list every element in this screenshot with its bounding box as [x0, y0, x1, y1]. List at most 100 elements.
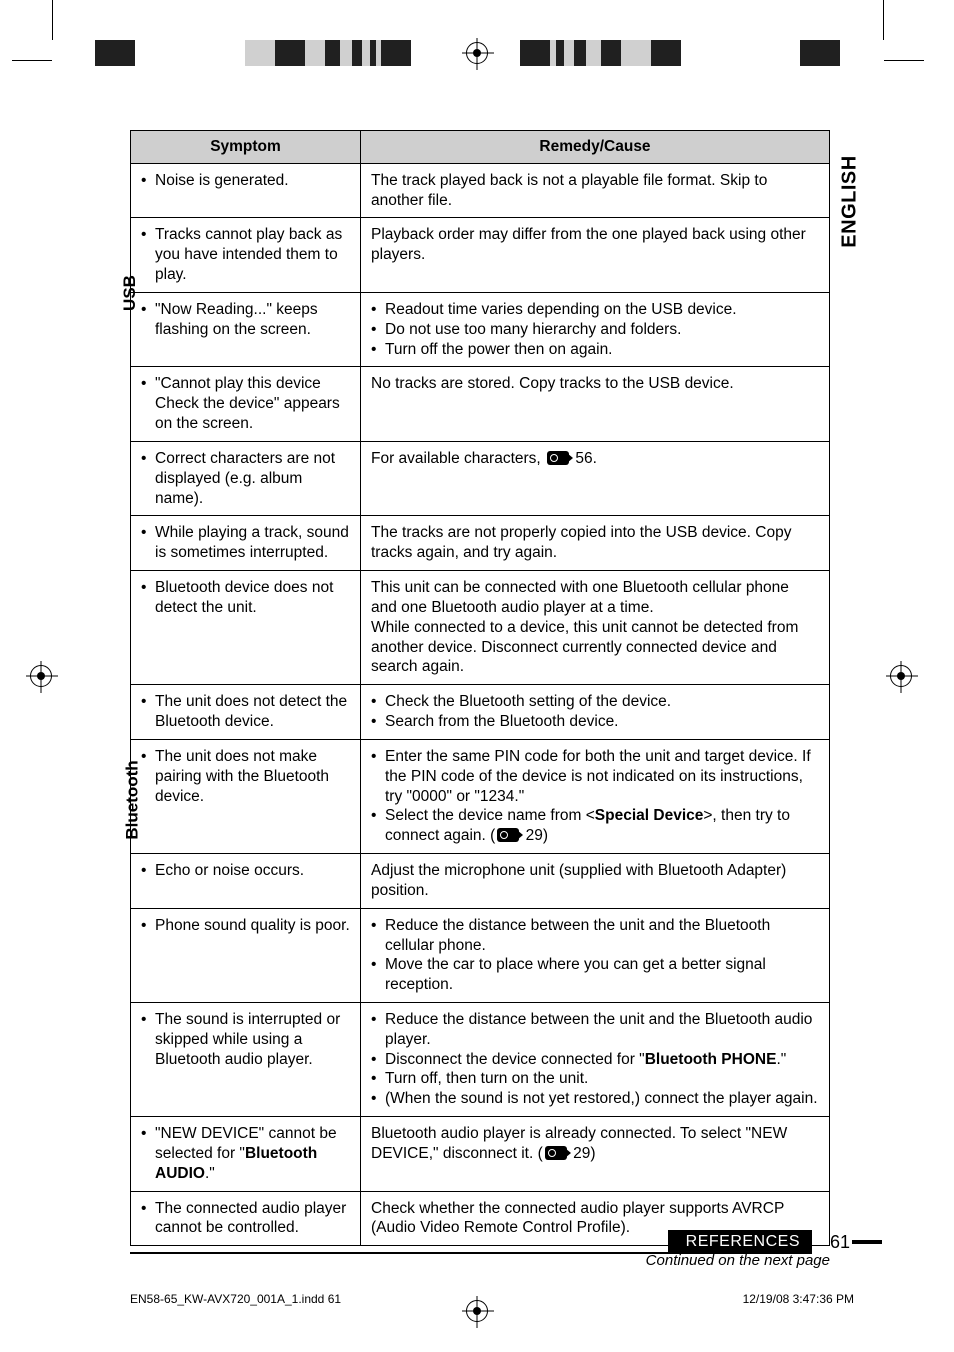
symptom-cell: Noise is generated. — [131, 163, 361, 218]
decor-block — [381, 40, 411, 66]
remedy-item: Do not use too many hierarchy and folder… — [371, 320, 819, 340]
table-row: "Now Reading..." keeps flashing on the s… — [131, 292, 830, 366]
remedy-item: Reduce the distance between the unit and… — [371, 916, 819, 956]
symptom-cell: "NEW DEVICE" cannot be selected for "Blu… — [131, 1117, 361, 1191]
crop-mark — [12, 60, 52, 61]
symptom-cell: The unit does not detect the Bluetooth d… — [131, 685, 361, 740]
remedy-cell: Reduce the distance between the unit and… — [361, 1002, 830, 1116]
decor-block — [305, 40, 325, 66]
remedy-item: Turn off the power then on again. — [371, 340, 819, 360]
registration-target-icon — [890, 665, 912, 687]
remedy-item: Readout time varies depending on the USB… — [371, 300, 819, 320]
table-row: Bluetooth device does not detect the uni… — [131, 571, 830, 685]
remedy-cell: Adjust the microphone unit (supplied wit… — [361, 854, 830, 909]
table-row: Phone sound quality is poor. Reduce the d… — [131, 908, 830, 1002]
symptom-cell: "Now Reading..." keeps flashing on the s… — [131, 292, 361, 366]
remedy-item: Search from the Bluetooth device. — [371, 712, 819, 732]
continued-note: Continued on the next page — [130, 1252, 830, 1269]
decor-block — [245, 40, 275, 66]
table-row: Noise is generated. The track played back… — [131, 163, 830, 218]
footer-stub — [852, 1240, 882, 1244]
table-row: While playing a track, sound is sometime… — [131, 516, 830, 571]
table-row: Correct characters are not displayed (e.… — [131, 441, 830, 515]
header-symptom: Symptom — [131, 131, 361, 164]
decor-block — [340, 40, 352, 66]
decor-block — [556, 40, 564, 66]
decor-block — [621, 40, 651, 66]
decor-block — [95, 40, 135, 66]
decor-block — [651, 40, 681, 66]
crop-mark — [883, 0, 884, 40]
reference-icon — [545, 1146, 567, 1160]
symptom-item: Bluetooth device does not detect the uni… — [141, 578, 350, 618]
remedy-cell: Bluetooth audio player is already connec… — [361, 1117, 830, 1191]
remedy-cell: Enter the same PIN code for both the uni… — [361, 739, 830, 853]
remedy-cell: This unit can be connected with one Blue… — [361, 571, 830, 685]
symptom-cell: Bluetooth device does not detect the uni… — [131, 571, 361, 685]
symptom-item: Correct characters are not displayed (e.… — [141, 449, 350, 508]
table-row: Tracks cannot play back as you have inte… — [131, 218, 830, 292]
symptom-cell: "Cannot play this device Check the devic… — [131, 367, 361, 441]
decor-block — [601, 40, 621, 66]
decor-block — [564, 40, 574, 66]
table-row: The sound is interrupted or skipped whil… — [131, 1002, 830, 1116]
decor-block — [586, 40, 601, 66]
remedy-item: Turn off, then turn on the unit. — [371, 1069, 819, 1089]
section-label-bluetooth: Bluetooth — [123, 760, 143, 839]
remedy-cell: Readout time varies depending on the USB… — [361, 292, 830, 366]
symptom-item: Tracks cannot play back as you have inte… — [141, 225, 350, 284]
symptom-cell: The unit does not make pairing with the … — [131, 739, 361, 853]
symptom-item: Noise is generated. — [141, 171, 350, 191]
symptom-item: Phone sound quality is poor. — [141, 916, 350, 936]
crop-mark — [52, 0, 53, 40]
remedy-cell: Reduce the distance between the unit and… — [361, 908, 830, 1002]
symptom-item: The unit does not make pairing with the … — [141, 747, 350, 806]
reference-icon — [497, 828, 519, 842]
remedy-item: Enter the same PIN code for both the uni… — [371, 747, 819, 806]
content-area: Symptom Remedy/Cause Noise is generated.… — [130, 130, 850, 1269]
symptom-item: "Now Reading..." keeps flashing on the s… — [141, 300, 350, 340]
registration-target-icon — [30, 665, 52, 687]
remedy-cell: The track played back is not a playable … — [361, 163, 830, 218]
symptom-item: The unit does not detect the Bluetooth d… — [141, 692, 350, 732]
remedy-cell: The tracks are not properly copied into … — [361, 516, 830, 571]
remedy-cell: For available characters, 56. — [361, 441, 830, 515]
print-metadata: EN58-65_KW-AVX720_001A_1.indd 61 12/19/0… — [130, 1292, 854, 1306]
decor-block — [800, 40, 840, 66]
remedy-item: Check the Bluetooth setting of the devic… — [371, 692, 819, 712]
symptom-item: While playing a track, sound is sometime… — [141, 523, 350, 563]
page-number: 61 — [830, 1232, 850, 1253]
symptom-cell: Echo or noise occurs. — [131, 854, 361, 909]
section-label-usb: USB — [120, 275, 140, 311]
table-row: "NEW DEVICE" cannot be selected for "Blu… — [131, 1117, 830, 1191]
decor-block — [275, 40, 305, 66]
symptom-cell: Tracks cannot play back as you have inte… — [131, 218, 361, 292]
decor-block — [362, 40, 370, 66]
decor-block — [352, 40, 362, 66]
remedy-item: Select the device name from <Special Dev… — [371, 806, 819, 846]
footer: REFERENCES 61 — [130, 1230, 850, 1254]
remedy-item: (When the sound is not yet restored,) co… — [371, 1089, 819, 1109]
symptom-item: Echo or noise occurs. — [141, 861, 350, 881]
decor-block — [325, 40, 340, 66]
registration-target-icon — [466, 42, 488, 64]
remedy-item: Reduce the distance between the unit and… — [371, 1010, 819, 1050]
symptom-item: "Cannot play this device Check the devic… — [141, 374, 350, 433]
footer-section-label: REFERENCES — [668, 1230, 812, 1254]
table-row: "Cannot play this device Check the devic… — [131, 367, 830, 441]
decor-block — [520, 40, 550, 66]
symptom-item: "NEW DEVICE" cannot be selected for "Blu… — [141, 1124, 350, 1183]
print-date: 12/19/08 3:47:36 PM — [743, 1292, 854, 1306]
table-row: Echo or noise occurs. Adjust the micropho… — [131, 854, 830, 909]
crop-mark — [884, 60, 924, 61]
symptom-cell: While playing a track, sound is sometime… — [131, 516, 361, 571]
symptom-cell: Correct characters are not displayed (e.… — [131, 441, 361, 515]
symptom-item: The sound is interrupted or skipped whil… — [141, 1010, 350, 1069]
print-file: EN58-65_KW-AVX720_001A_1.indd 61 — [130, 1292, 341, 1306]
reference-icon — [547, 451, 569, 465]
remedy-cell: Playback order may differ from the one p… — [361, 218, 830, 292]
remedy-cell: Check the Bluetooth setting of the devic… — [361, 685, 830, 740]
table-row: The unit does not make pairing with the … — [131, 739, 830, 853]
decor-block — [574, 40, 586, 66]
footer-rule — [130, 1252, 710, 1254]
